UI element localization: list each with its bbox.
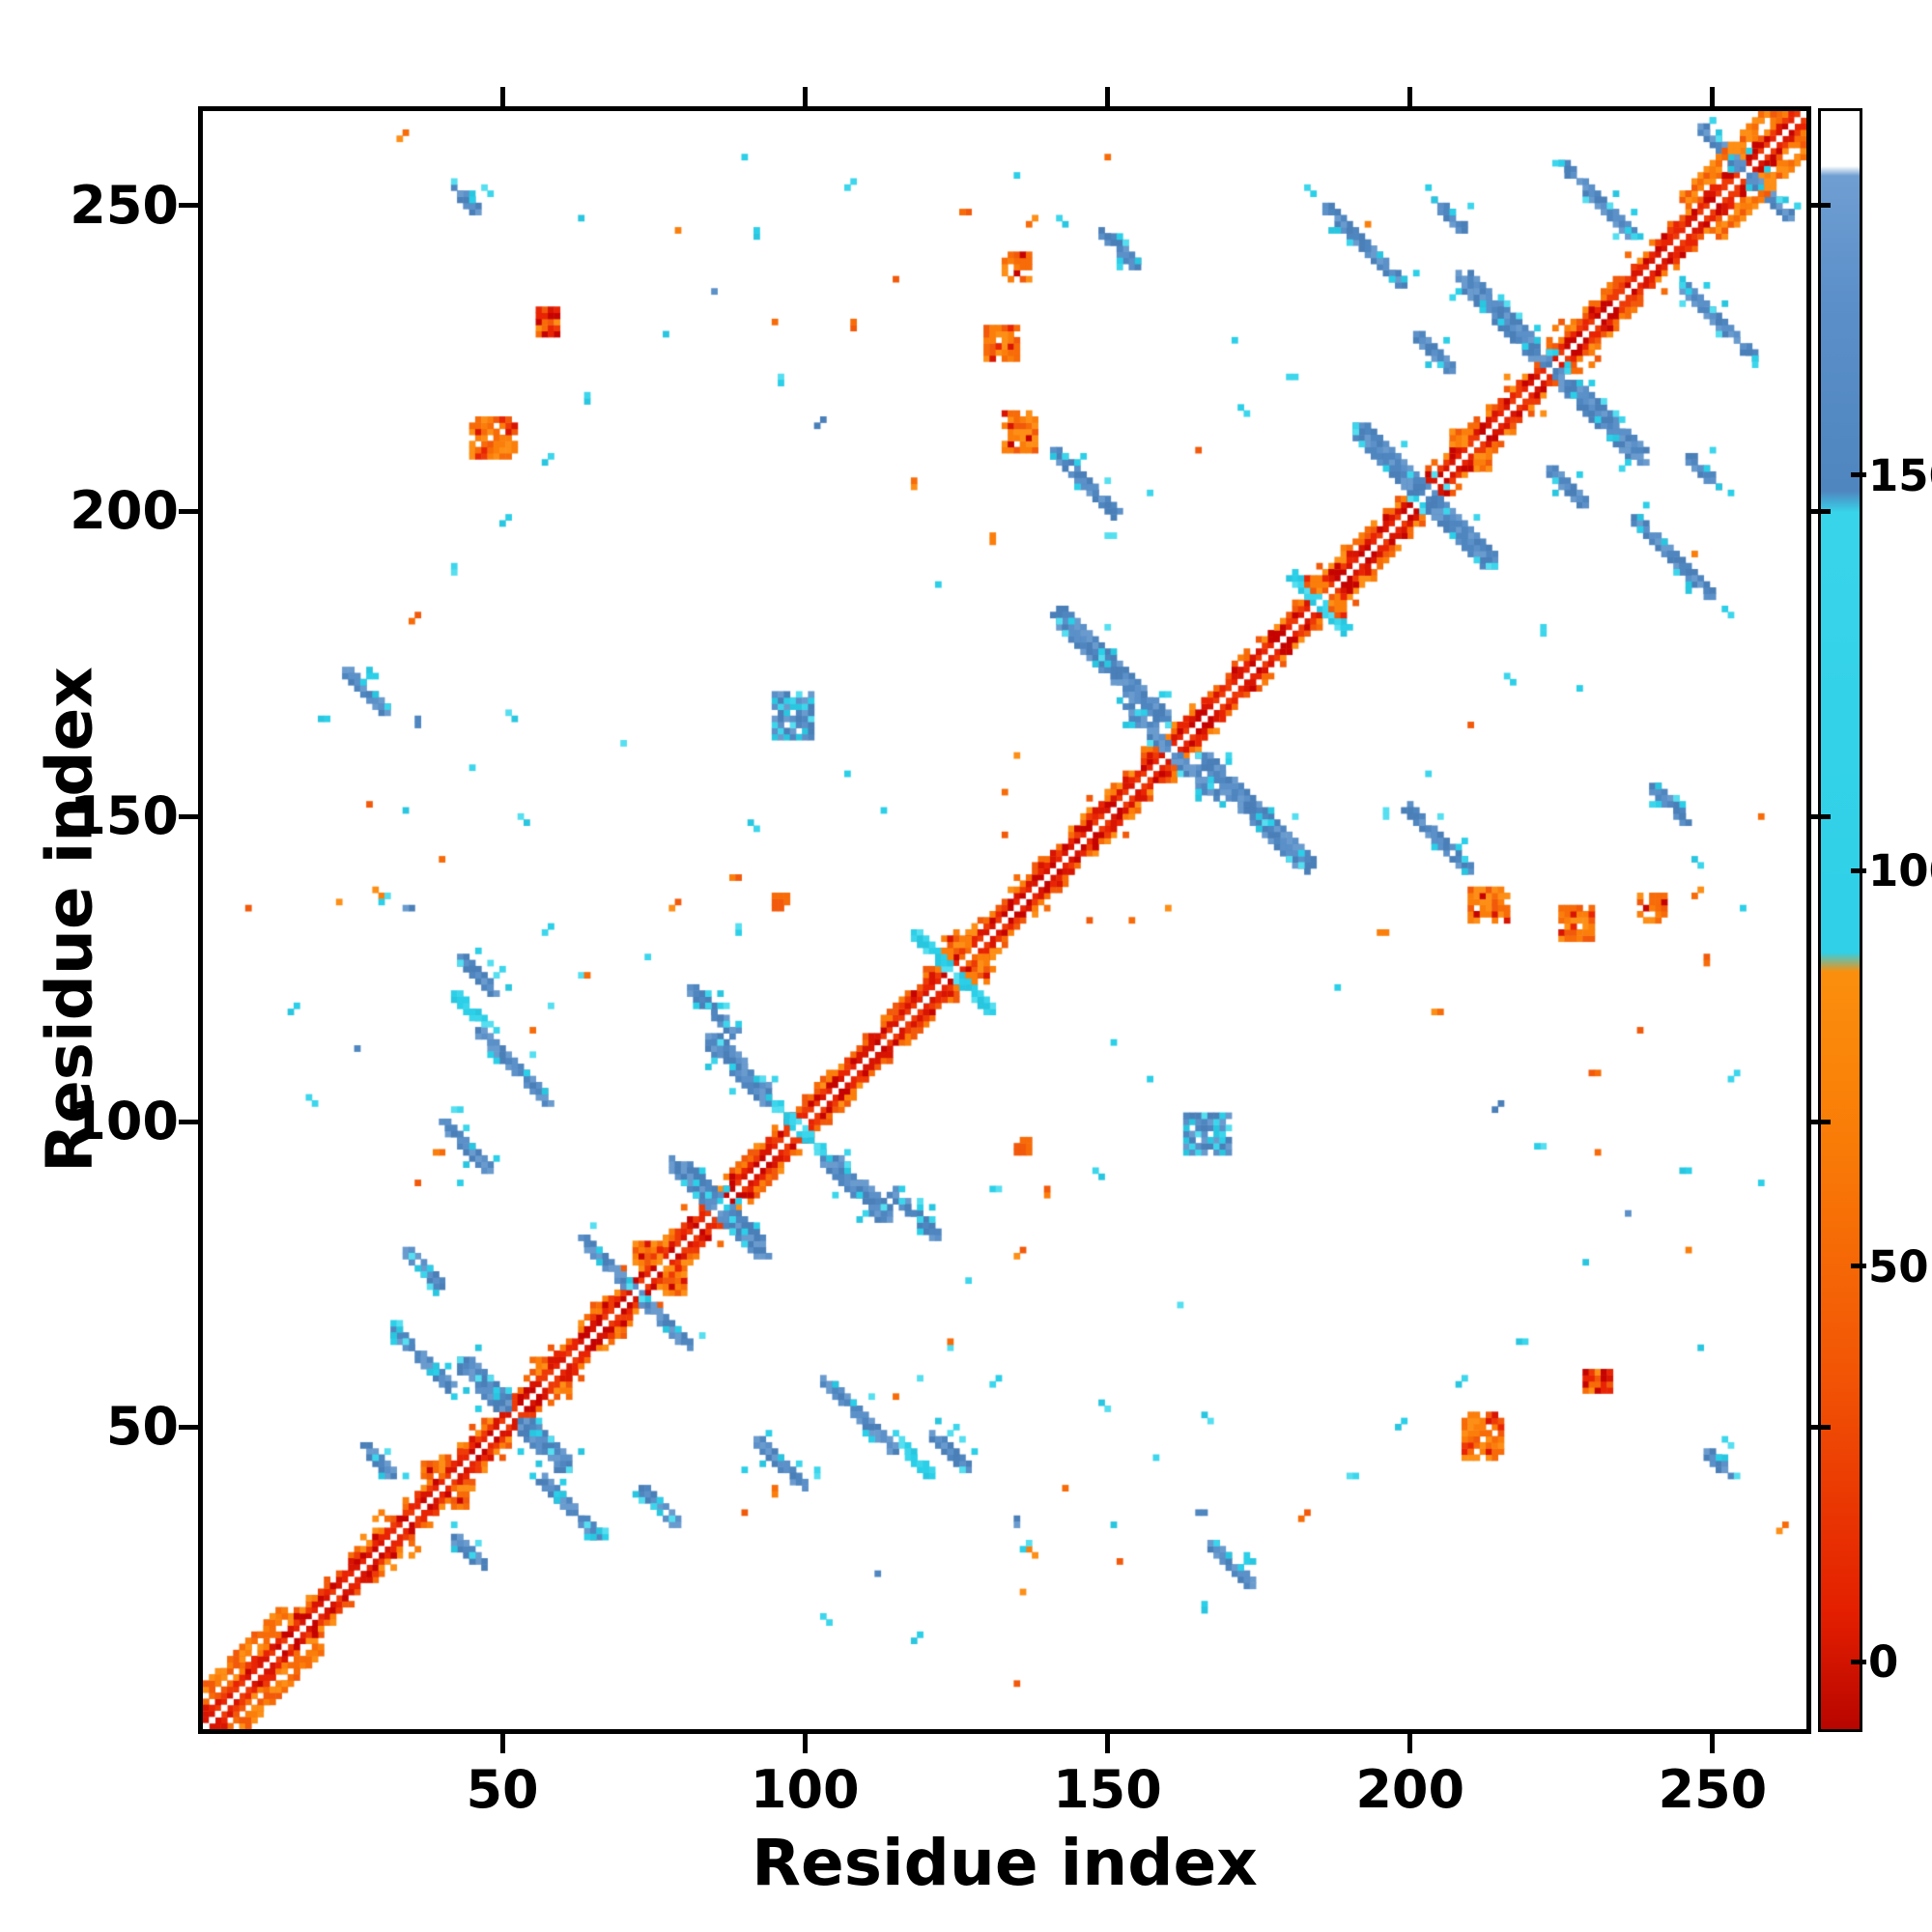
colorbar — [1818, 108, 1862, 1732]
x-tick-label: 200 — [1355, 1759, 1465, 1820]
y-tick-mark-right — [1811, 813, 1831, 819]
y-tick-label: 150 — [70, 785, 179, 847]
x-tick-mark-top — [802, 87, 808, 106]
colorbar-tick-label: 150 — [1868, 449, 1932, 501]
heatmap-canvas — [203, 111, 1806, 1729]
y-tick-label: 50 — [105, 1396, 179, 1458]
colorbar-tick-mark — [1851, 472, 1866, 478]
x-axis-label: Residue index — [752, 1826, 1258, 1900]
colorbar-tick-mark — [1851, 867, 1866, 873]
x-tick-mark — [1104, 1734, 1110, 1753]
y-tick-mark — [179, 1119, 198, 1124]
x-tick-mark-top — [1710, 87, 1716, 106]
x-tick-label: 100 — [750, 1759, 860, 1820]
x-tick-label: 250 — [1658, 1759, 1768, 1820]
colorbar-tick-label: 100 — [1868, 845, 1932, 897]
x-tick-mark — [802, 1734, 808, 1753]
y-tick-mark — [179, 1424, 198, 1430]
x-tick-mark-top — [499, 87, 505, 106]
y-tick-mark-right — [1811, 1424, 1831, 1430]
x-tick-mark — [1407, 1734, 1413, 1753]
y-tick-mark — [179, 203, 198, 209]
x-tick-label: 50 — [466, 1759, 539, 1820]
y-tick-mark-right — [1811, 203, 1831, 209]
y-tick-label: 250 — [70, 174, 179, 236]
y-tick-mark — [179, 813, 198, 819]
colorbar-gradient — [1821, 111, 1860, 1729]
y-tick-mark-right — [1811, 508, 1831, 514]
colorbar-tick-label: 50 — [1868, 1240, 1929, 1293]
x-tick-label: 150 — [1053, 1759, 1162, 1820]
y-tick-label: 200 — [70, 480, 179, 541]
colorbar-tick-mark — [1851, 1264, 1866, 1269]
y-tick-mark-right — [1811, 1119, 1831, 1124]
x-tick-mark-top — [1407, 87, 1413, 106]
y-tick-mark — [179, 508, 198, 514]
x-tick-mark — [1710, 1734, 1716, 1753]
colorbar-tick-mark — [1851, 1659, 1866, 1664]
y-tick-label: 100 — [70, 1091, 179, 1152]
colorbar-tick-label: 0 — [1868, 1636, 1899, 1689]
x-tick-mark — [499, 1734, 505, 1753]
x-tick-mark-top — [1104, 87, 1110, 106]
